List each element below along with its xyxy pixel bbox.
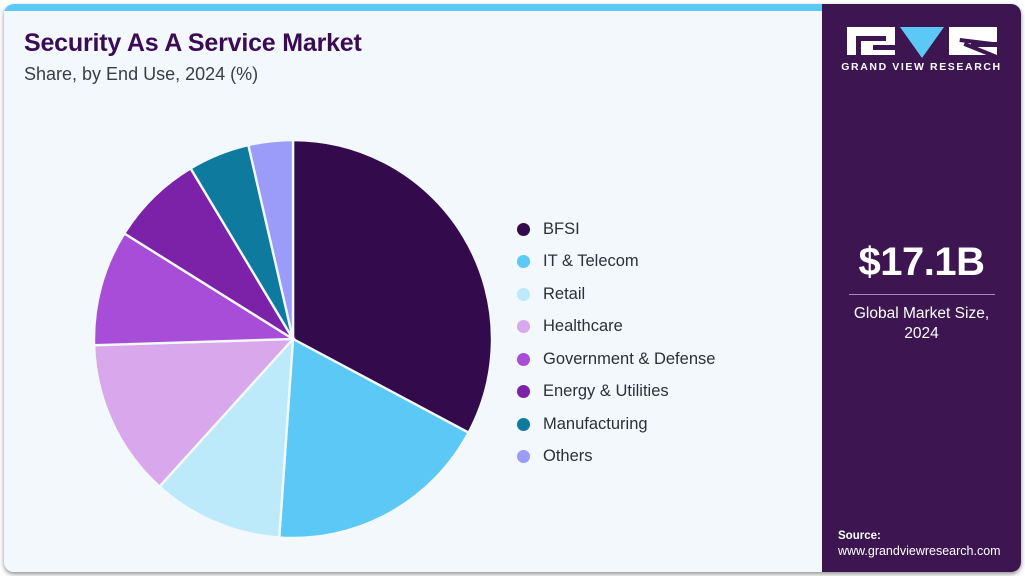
legend-item-label: Retail (543, 284, 586, 303)
logo-letter-r-icon (948, 27, 997, 59)
legend-item[interactable]: Government & Defense (517, 343, 715, 376)
source-label: Source: (838, 530, 881, 542)
legend-color-swatch-icon (517, 385, 530, 399)
legend-item-label: Government & Defense (543, 349, 716, 368)
pie-slice[interactable] (291, 139, 493, 435)
card-frame: Security As A Service Market Share, by E… (4, 4, 1021, 572)
market-size-stat: $17.1B Global Market Size, 2024 (822, 242, 1021, 344)
legend-item[interactable]: Healthcare (517, 311, 715, 344)
legend-color-swatch-icon (517, 417, 530, 431)
legend-item-label: IT & Telecom (543, 252, 639, 271)
market-size-caption: Global Market Size, 2024 (853, 305, 990, 342)
legend-item[interactable]: Energy & Utilities (517, 376, 715, 409)
pie-slice[interactable] (157, 335, 295, 539)
legend-color-swatch-icon (517, 320, 530, 334)
legend-color-swatch-icon (517, 255, 530, 269)
legend-color-swatch-icon (517, 450, 530, 464)
source-url[interactable]: www.grandviewresearch.com (838, 544, 1001, 558)
legend-item[interactable]: Others (517, 441, 715, 474)
pie-slice[interactable] (246, 139, 295, 340)
logo-marks (846, 27, 997, 59)
pie-slice[interactable] (93, 337, 296, 489)
legend-item[interactable]: IT & Telecom (517, 246, 715, 279)
legend-color-swatch-icon (517, 352, 530, 366)
gvr-logo: GRAND VIEW RESEARCH (822, 27, 1021, 79)
pie-chart-svg (93, 139, 493, 539)
legend-item-label: Energy & Utilities (543, 382, 669, 401)
logo-wordmark: GRAND VIEW RESEARCH (841, 61, 1002, 73)
legend-color-swatch-icon (517, 287, 530, 301)
page-title: Security As A Service Market (24, 29, 362, 57)
pie-chart (93, 139, 493, 539)
pie-slice[interactable] (277, 337, 471, 539)
chart-legend: BFSI IT & Telecom Retail Healthcare Governme… (517, 213, 715, 473)
legend-item-label: BFSI (543, 219, 580, 238)
brand-panel: GRAND VIEW RESEARCH $17.1B Global Market… (822, 4, 1021, 572)
legend-item-label: Others (543, 447, 593, 466)
source-block: Source: www.grandviewresearch.com (838, 530, 1013, 558)
page-subtitle: Share, by End Use, 2024 (%) (24, 64, 259, 84)
pie-slice-group (93, 139, 493, 539)
top-accent-bar (4, 4, 1021, 11)
legend-item[interactable]: Retail (517, 278, 715, 311)
legend-item[interactable]: BFSI (517, 213, 715, 246)
legend-color-swatch-icon (517, 222, 530, 236)
stat-divider (848, 294, 995, 295)
chart-area: Security As A Service Market Share, by E… (4, 11, 822, 572)
market-size-value: $17.1B (858, 240, 985, 284)
legend-item-label: Manufacturing (543, 414, 648, 433)
legend-item[interactable]: Manufacturing (517, 408, 715, 441)
logo-triangle-icon (899, 27, 944, 58)
legend-item-label: Healthcare (543, 317, 623, 336)
logo-letter-g-icon (846, 27, 895, 55)
pie-slice[interactable] (93, 231, 297, 347)
